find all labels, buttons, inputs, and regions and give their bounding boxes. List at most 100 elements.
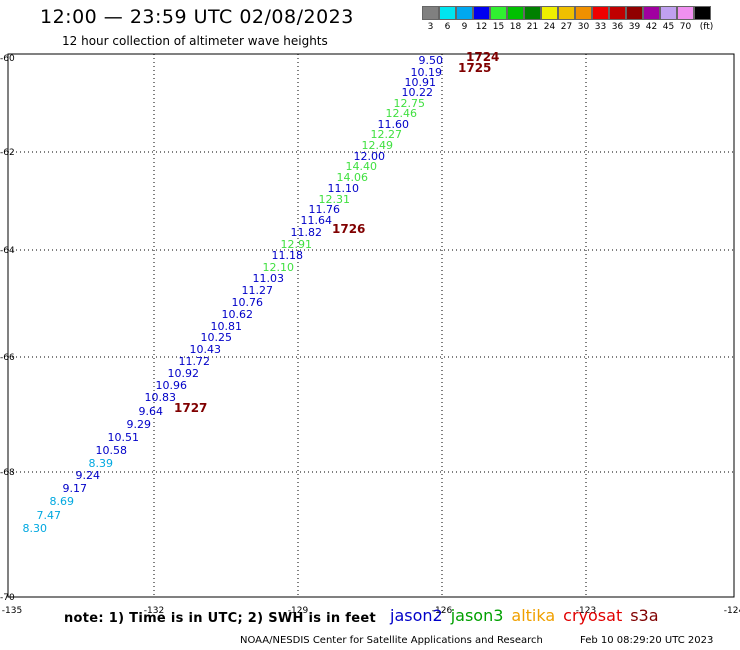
scale-swatch (439, 6, 456, 20)
x-tick-label: -135 (2, 606, 22, 616)
scale-swatch (643, 6, 660, 20)
scale-swatch (694, 6, 711, 20)
scale-label: 15 (492, 22, 505, 32)
scale-label: 12 (475, 22, 488, 32)
track-value-label: 10.96 (156, 379, 188, 392)
track-value-label: 12.91 (281, 238, 313, 251)
x-tick-label: -129 (288, 606, 309, 616)
scale-swatch (473, 6, 490, 20)
satellite-name: jason3 (450, 606, 504, 625)
time-label: 1724 (466, 50, 499, 64)
scale-label: 36 (611, 22, 624, 32)
scale-swatch (524, 6, 541, 20)
track-value-label: 12.49 (362, 139, 394, 152)
scale-swatch (422, 6, 439, 20)
scale-swatch (456, 6, 473, 20)
track-value-label: 11.72 (179, 355, 211, 368)
scale-label: 27 (560, 22, 573, 32)
track-value-label: 11.82 (291, 226, 323, 239)
track-value-label: 12.46 (386, 107, 418, 120)
satellite-name: s3a (630, 606, 659, 625)
track-value-label: 12.10 (263, 261, 295, 274)
scale-swatch (609, 6, 626, 20)
scale-label: (ft) (699, 22, 714, 32)
scale-label: 30 (577, 22, 590, 32)
x-tick-label: -123 (576, 606, 596, 616)
track-value-label: 9.64 (139, 405, 164, 418)
scale-label: 21 (526, 22, 539, 32)
track-value-label: 14.40 (346, 160, 378, 173)
track-value-label: 10.25 (201, 331, 233, 344)
units-note: note: 1) Time is in UTC; 2) SWH is in fe… (64, 611, 376, 626)
track-value-label: 10.58 (96, 444, 128, 457)
track-value-label: 9.24 (76, 469, 101, 482)
x-tick-label: -124 (724, 606, 740, 616)
scale-swatch (626, 6, 643, 20)
y-tick-label: -70 (0, 593, 15, 603)
track-value-label: 12.31 (319, 193, 351, 206)
track-value-label: 8.69 (50, 495, 75, 508)
track-value-label: 11.27 (242, 284, 274, 297)
scale-label: 9 (461, 22, 468, 32)
scale-swatch (592, 6, 609, 20)
x-tick-label: -126 (432, 606, 453, 616)
scale-swatch (575, 6, 592, 20)
track-value-label: 9.17 (63, 482, 88, 495)
time-label: 1726 (332, 222, 365, 236)
track-value-label: 10.62 (222, 308, 254, 321)
track-value-label: 11.60 (378, 118, 410, 131)
satellite-name: altika (511, 606, 556, 625)
scale-label: 6 (444, 22, 451, 32)
scale-label: 42 (645, 22, 658, 32)
map-frame (7, 53, 735, 598)
y-tick-label: -64 (0, 246, 15, 256)
chart-title: 12:00 — 23:59 UTC 02/08/2023 (40, 6, 354, 28)
track-value-label: 9.29 (127, 418, 152, 431)
scale-label: 39 (628, 22, 641, 32)
track-value-label: 8.39 (89, 457, 114, 470)
track-value-label: 10.19 (411, 66, 443, 79)
track-value-label: 8.30 (23, 522, 48, 535)
track-value-label: 10.51 (108, 431, 140, 444)
satellite-name: cryosat (563, 606, 623, 625)
track-value-label: 10.43 (190, 343, 222, 356)
y-tick-label: -66 (0, 353, 15, 363)
y-tick-label: -60 (0, 54, 15, 64)
chart-subtitle: 12 hour collection of altimeter wave hei… (62, 34, 328, 48)
track-value-label: 11.03 (253, 272, 285, 285)
track-value-label: 10.83 (145, 391, 177, 404)
generated-timestamp: Feb 10 08:29:20 UTC 2023 (580, 635, 714, 646)
scale-swatch (660, 6, 677, 20)
track-value-label: 10.81 (211, 320, 243, 333)
scale-label: 70 (679, 22, 692, 32)
track-value-label: 11.76 (309, 203, 341, 216)
track-value-label: 10.22 (402, 86, 434, 99)
scale-swatch (490, 6, 507, 20)
track-value-label: 11.18 (272, 249, 304, 262)
scale-swatch (541, 6, 558, 20)
scale-swatch (558, 6, 575, 20)
credit-text: NOAA/NESDIS Center for Satellite Applica… (240, 635, 543, 646)
track-value-label: 7.47 (37, 509, 62, 522)
track-value-label: 11.10 (328, 182, 360, 195)
scale-swatch (507, 6, 524, 20)
track-value-label: 12.00 (354, 150, 386, 163)
color-scale (422, 6, 711, 20)
scale-swatch (677, 6, 694, 20)
time-label: 1727 (174, 401, 207, 415)
track-value-label: 10.76 (232, 296, 264, 309)
scale-label: 33 (594, 22, 607, 32)
y-tick-label: -68 (0, 468, 15, 478)
track-value-label: 12.27 (371, 128, 403, 141)
track-value-label: 14.06 (337, 171, 369, 184)
track-value-label: 9.50 (419, 54, 444, 67)
time-label: 1725 (458, 61, 491, 75)
track-value-label: 10.91 (405, 76, 437, 89)
scale-label: 24 (543, 22, 556, 32)
scale-label: 18 (509, 22, 522, 32)
y-tick-label: -62 (0, 148, 15, 158)
satellite-legend: jason2 jason3 altika cryosat s3a (390, 606, 667, 625)
track-value-label: 11.64 (301, 214, 333, 227)
x-tick-label: -132 (144, 606, 164, 616)
